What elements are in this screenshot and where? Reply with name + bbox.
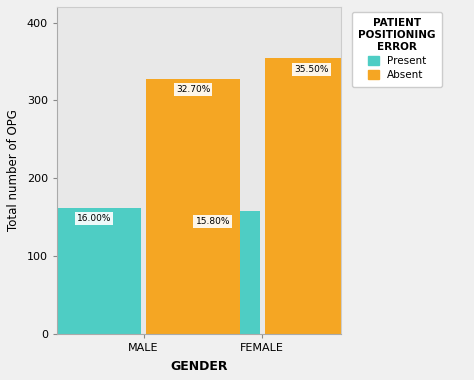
Text: 16.00%: 16.00% xyxy=(77,214,111,223)
Text: 35.50%: 35.50% xyxy=(294,65,329,74)
Bar xyxy=(264,59,359,334)
Text: 32.70%: 32.70% xyxy=(176,85,210,94)
Text: 15.80%: 15.80% xyxy=(195,217,230,226)
Bar xyxy=(166,211,260,334)
Bar xyxy=(47,208,141,334)
Legend: Present, Absent: Present, Absent xyxy=(352,12,442,87)
Bar xyxy=(146,79,240,334)
Y-axis label: Total number of OPG: Total number of OPG xyxy=(7,109,20,231)
X-axis label: GENDER: GENDER xyxy=(171,360,228,373)
